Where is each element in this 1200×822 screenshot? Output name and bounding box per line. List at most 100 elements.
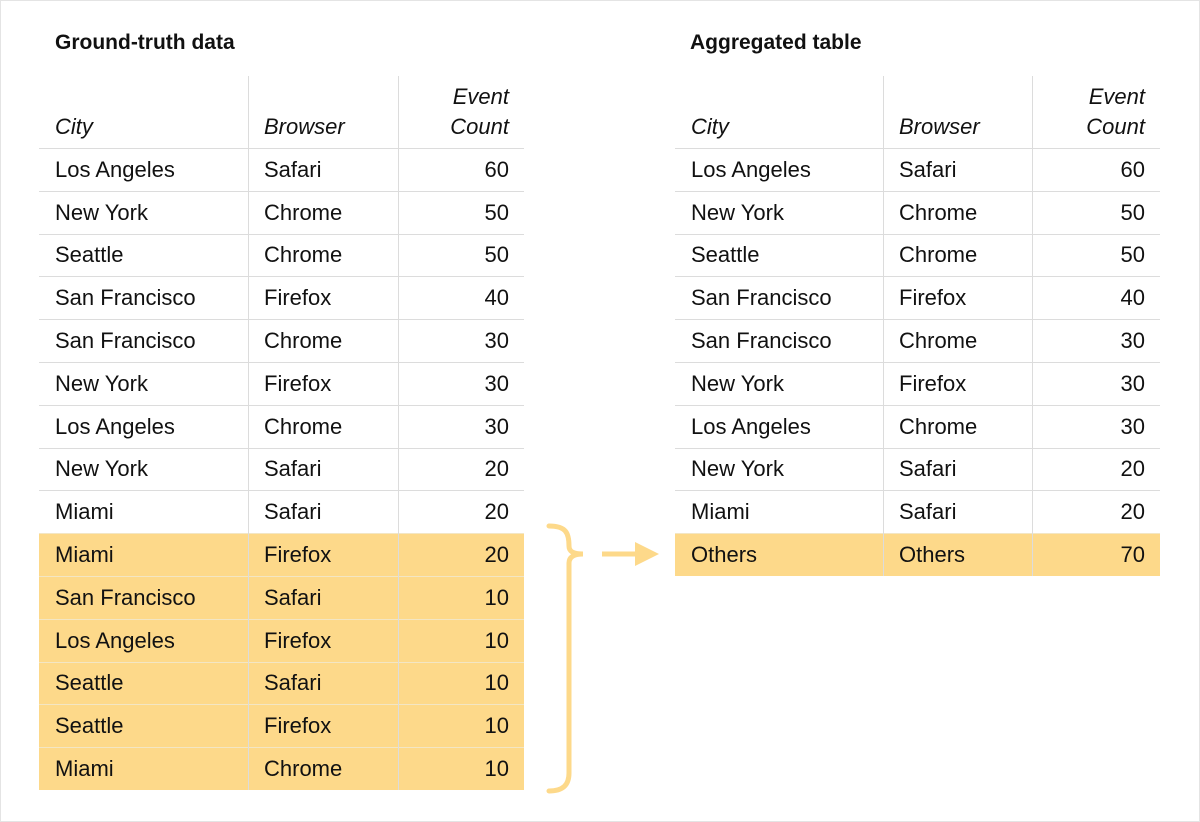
table-row: Seattle Firefox 10 bbox=[39, 704, 524, 748]
cell-browser: Firefox bbox=[264, 370, 332, 396]
cell-city: Los Angeles bbox=[691, 413, 811, 439]
cell-city: Miami bbox=[55, 542, 114, 568]
table-row: New York Chrome 50 bbox=[39, 190, 524, 234]
table-row: Miami Safari 20 bbox=[675, 490, 1160, 533]
cell-count: 10 bbox=[484, 584, 509, 610]
cell-count: 20 bbox=[484, 542, 509, 568]
cell-count: 30 bbox=[1120, 328, 1145, 354]
cell-city: San Francisco bbox=[55, 328, 196, 354]
cell-count: 50 bbox=[1120, 242, 1145, 268]
cell-browser: Firefox bbox=[899, 285, 967, 311]
table-row: New York Firefox 30 bbox=[39, 361, 524, 405]
table-row: Los Angeles Safari 60 bbox=[675, 148, 1160, 191]
cell-city: Los Angeles bbox=[55, 156, 175, 182]
table-row: Seattle Chrome 50 bbox=[675, 233, 1160, 277]
ground-truth-table: City Browser Event Count Los Angeles Safari 6… bbox=[39, 76, 524, 790]
header-row: City Browser Event Count bbox=[675, 76, 1160, 148]
cell-count: 20 bbox=[484, 499, 509, 525]
cell-browser: Safari bbox=[264, 670, 322, 696]
cell-city: San Francisco bbox=[691, 285, 832, 311]
cell-count: 20 bbox=[1120, 456, 1145, 482]
table-row: Miami Chrome 10 bbox=[39, 747, 524, 790]
cell-browser: Safari bbox=[264, 156, 322, 182]
cell-browser: Firefox bbox=[264, 285, 332, 311]
cell-count: 40 bbox=[484, 285, 509, 311]
cell-city: Seattle bbox=[55, 242, 124, 268]
cell-city: Los Angeles bbox=[691, 156, 811, 182]
cell-city: San Francisco bbox=[691, 328, 832, 354]
cell-count: 70 bbox=[1120, 542, 1145, 568]
cell-city: Miami bbox=[55, 499, 114, 525]
header-city: City bbox=[55, 114, 93, 139]
table-row: Los Angeles Chrome 30 bbox=[675, 404, 1160, 448]
left-title: Ground-truth data bbox=[55, 31, 235, 54]
cell-city: New York bbox=[55, 199, 148, 225]
cell-browser: Safari bbox=[264, 584, 322, 610]
table-row: San Francisco Chrome 30 bbox=[675, 319, 1160, 362]
header-count: Event Count bbox=[1086, 84, 1145, 139]
table-row: San Francisco Firefox 40 bbox=[39, 276, 524, 319]
cell-count: 10 bbox=[484, 670, 509, 696]
table-row: San Francisco Chrome 30 bbox=[39, 319, 524, 362]
cell-city: New York bbox=[691, 370, 784, 396]
cell-count: 30 bbox=[484, 328, 509, 354]
cell-city: Seattle bbox=[691, 242, 760, 268]
right-arrow-icon bbox=[635, 542, 659, 566]
cell-city: New York bbox=[691, 456, 784, 482]
table-row: San Francisco Firefox 40 bbox=[675, 276, 1160, 319]
column-divider bbox=[883, 76, 884, 576]
cell-browser: Safari bbox=[899, 499, 957, 525]
header-browser: Browser bbox=[264, 114, 345, 139]
header-browser: Browser bbox=[899, 114, 980, 139]
header-city: City bbox=[691, 114, 729, 139]
cell-count: 50 bbox=[1120, 199, 1145, 225]
header-count: Event Count bbox=[450, 84, 509, 139]
cell-count: 30 bbox=[1120, 413, 1145, 439]
table-row: New York Safari 20 bbox=[675, 447, 1160, 491]
cell-browser: Safari bbox=[264, 456, 322, 482]
cell-browser: Firefox bbox=[264, 542, 332, 568]
cell-city: Miami bbox=[55, 756, 114, 782]
cell-count: 10 bbox=[484, 713, 509, 739]
table-row: Los Angeles Chrome 30 bbox=[39, 404, 524, 448]
cell-city: New York bbox=[691, 199, 784, 225]
cell-browser: Safari bbox=[899, 156, 957, 182]
cell-count: 60 bbox=[484, 156, 509, 182]
aggregated-table: City Browser Event Count Los Angeles Safari 6… bbox=[675, 76, 1160, 576]
cell-browser: Chrome bbox=[264, 199, 343, 225]
table-row: Miami Firefox 20 bbox=[39, 533, 524, 576]
cell-count: 30 bbox=[484, 370, 509, 396]
cell-city: Los Angeles bbox=[55, 627, 175, 653]
cell-browser: Safari bbox=[264, 499, 322, 525]
table-row: Los Angeles Firefox 10 bbox=[39, 618, 524, 662]
cell-browser: Chrome bbox=[899, 413, 978, 439]
column-divider bbox=[1032, 76, 1033, 576]
cell-browser: Chrome bbox=[899, 242, 978, 268]
cell-browser: Firefox bbox=[899, 370, 967, 396]
table-row: New York Safari 20 bbox=[39, 447, 524, 491]
cell-city: Seattle bbox=[55, 670, 124, 696]
table-row: Miami Safari 20 bbox=[39, 490, 524, 533]
table-row: Los Angeles Safari 60 bbox=[39, 148, 524, 191]
cell-browser: Firefox bbox=[264, 713, 332, 739]
cell-city: Others bbox=[691, 542, 758, 568]
table-row: San Francisco Safari 10 bbox=[39, 575, 524, 619]
table-row: Seattle Chrome 50 bbox=[39, 233, 524, 277]
cell-city: Seattle bbox=[55, 713, 124, 739]
cell-city: Miami bbox=[691, 499, 750, 525]
cell-browser: Chrome bbox=[264, 756, 343, 782]
column-divider bbox=[248, 76, 249, 790]
cell-browser: Others bbox=[899, 542, 966, 568]
table-row: New York Firefox 30 bbox=[675, 361, 1160, 405]
table-row: Others Others 70 bbox=[675, 533, 1160, 576]
cell-city: New York bbox=[55, 370, 148, 396]
cell-browser: Chrome bbox=[899, 328, 978, 354]
table-row: New York Chrome 50 bbox=[675, 190, 1160, 234]
cell-browser: Firefox bbox=[264, 627, 332, 653]
header-row: City Browser Event Count bbox=[39, 76, 524, 148]
cell-count: 30 bbox=[1120, 370, 1145, 396]
column-divider bbox=[398, 76, 399, 790]
cell-city: San Francisco bbox=[55, 584, 196, 610]
